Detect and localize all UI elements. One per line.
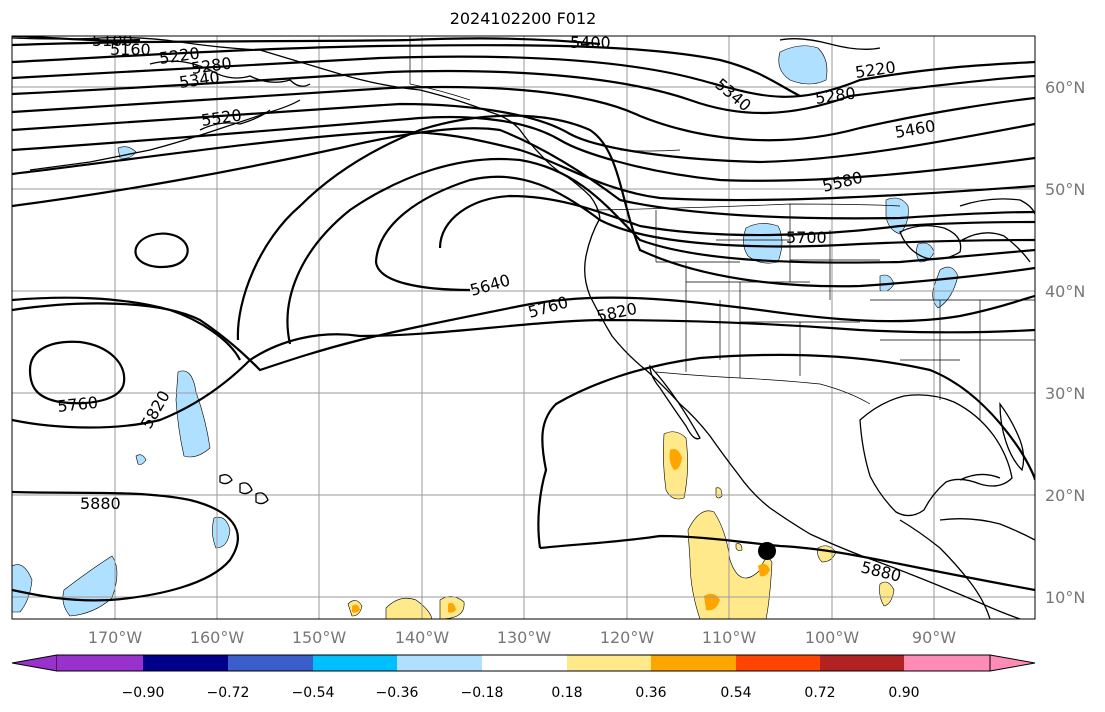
colorbar-swatch xyxy=(904,655,990,671)
colorbar-swatch xyxy=(397,655,482,671)
contour-label: 5880 xyxy=(80,494,121,513)
colorbar-tick-label: −0.72 xyxy=(207,685,250,701)
colorbar-swatch xyxy=(567,655,651,671)
colorbar-extend-low xyxy=(11,654,58,672)
contour-label: 5400 xyxy=(570,33,611,52)
lat-tick-label: 10°N xyxy=(1045,588,1085,607)
lat-tick-label: 60°N xyxy=(1045,78,1085,97)
lat-tick-label: 40°N xyxy=(1045,282,1085,301)
lon-tick-label: 90°W xyxy=(912,628,956,647)
colorbar-swatch xyxy=(482,655,567,671)
colorbar-tick-label: 0.36 xyxy=(635,685,666,701)
longitude-axis: 170°W 160°W 150°W 140°W 130°W 120°W 110°… xyxy=(88,628,956,647)
colorbar-swatch xyxy=(820,655,904,671)
location-marker xyxy=(758,542,776,560)
colorbar-swatch xyxy=(57,655,143,671)
lat-tick-label: 20°N xyxy=(1045,486,1085,505)
colorbar-swatch xyxy=(143,655,228,671)
latitude-axis: 60°N 50°N 40°N 30°N 20°N 10°N xyxy=(1045,78,1085,607)
political-borders xyxy=(409,36,1035,420)
colorbar-tick-label: −0.54 xyxy=(292,685,335,701)
colorbar-tick-label: 0.72 xyxy=(804,685,835,701)
contour-label: 5760 xyxy=(56,393,98,416)
colorbar-tick-label: 0.54 xyxy=(720,685,751,701)
shaded-anomaly-regions xyxy=(12,45,959,619)
colorbar-swatch xyxy=(651,655,736,671)
colorbar-swatch xyxy=(228,655,313,671)
colorbar-tick-label: −0.90 xyxy=(122,685,165,701)
colorbar: −0.90 −0.72 −0.54 −0.36 −0.18 0.18 0.36 … xyxy=(11,654,1036,701)
colorbar-swatch xyxy=(313,655,397,671)
lon-tick-label: 110°W xyxy=(702,628,757,647)
colorbar-tick-label: 0.18 xyxy=(551,685,582,701)
lon-tick-label: 130°W xyxy=(497,628,552,647)
map-gridlines xyxy=(12,36,1035,619)
colorbar-swatch xyxy=(736,655,820,671)
lat-tick-label: 50°N xyxy=(1045,180,1085,199)
lon-tick-label: 120°W xyxy=(600,628,655,647)
contour-label: 5160 xyxy=(110,40,151,59)
lon-tick-label: 150°W xyxy=(292,628,347,647)
contour-label: 5700 xyxy=(786,228,827,247)
lat-tick-label: 30°N xyxy=(1045,384,1085,403)
map-frame xyxy=(11,35,1036,620)
colorbar-tick-label: −0.18 xyxy=(461,685,504,701)
map-title: 2024102200 F012 xyxy=(449,9,597,28)
height-contours xyxy=(12,36,1035,602)
colorbar-extend-high xyxy=(989,654,1036,672)
lon-tick-label: 140°W xyxy=(395,628,450,647)
lon-tick-label: 170°W xyxy=(88,628,143,647)
colorbar-tick-label: −0.36 xyxy=(376,685,419,701)
colorbar-tick-label: 0.90 xyxy=(888,685,919,701)
contour-label: 5100 xyxy=(92,31,133,50)
lon-tick-label: 100°W xyxy=(805,628,860,647)
lon-tick-label: 160°W xyxy=(190,628,245,647)
